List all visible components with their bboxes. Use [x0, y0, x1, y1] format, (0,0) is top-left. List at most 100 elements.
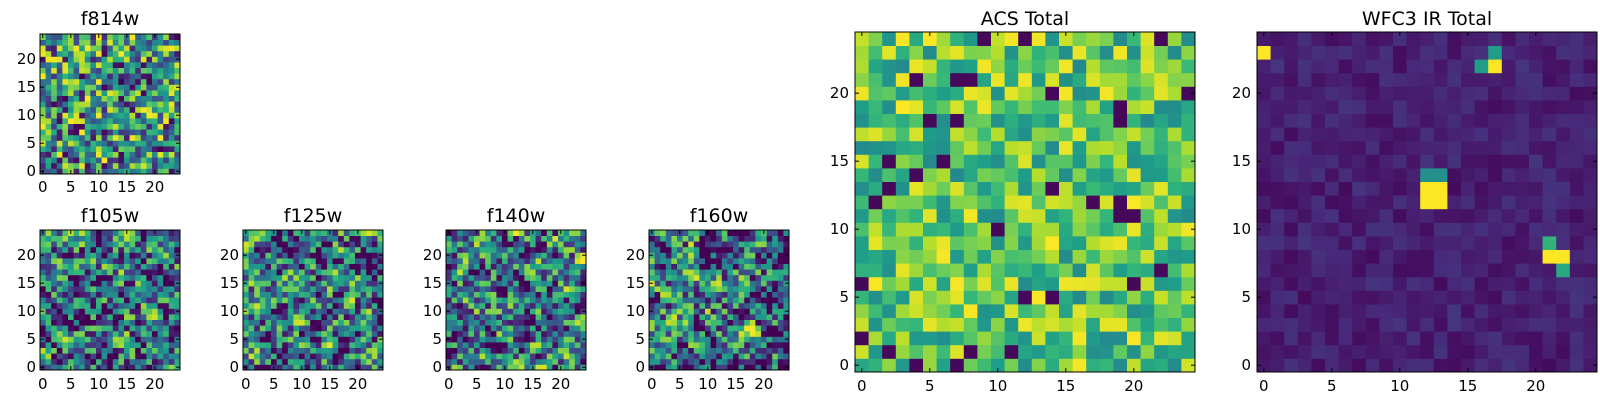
heatmap-cell: [777, 235, 784, 242]
heatmap-cell: [45, 157, 52, 164]
heatmap-cell: [293, 291, 300, 298]
heatmap-cell: [1365, 100, 1380, 114]
heatmap-cell: [51, 252, 58, 259]
heatmap-cell: [1311, 113, 1326, 128]
heatmap-cell: [152, 134, 158, 141]
heatmap-cell: [56, 353, 63, 360]
heatmap-cell: [462, 358, 469, 365]
heatmap-cell: [327, 269, 333, 276]
heatmap-cell: [721, 280, 728, 287]
heatmap-cell: [733, 269, 739, 276]
heatmap-cell: [118, 62, 125, 68]
heatmap-cell: [716, 319, 723, 326]
heatmap-cell: [254, 330, 261, 337]
heatmap-cell: [146, 112, 153, 119]
heatmap-cell: [677, 235, 683, 242]
heatmap-cell: [1406, 72, 1421, 87]
heatmap-cell: [772, 330, 779, 337]
heatmap-cell: [1488, 32, 1503, 46]
heatmap-cell: [51, 358, 58, 365]
heatmap-cell: [552, 280, 559, 287]
heatmap-cell: [502, 330, 508, 337]
heatmap-cell: [168, 90, 175, 96]
heatmap-cell: [507, 274, 514, 281]
heatmap-cell: [112, 342, 119, 348]
heatmap-cell: [51, 308, 58, 315]
heatmap-cell: [738, 347, 745, 354]
heatmap-cell: [1583, 100, 1598, 114]
heatmap-cell: [755, 269, 762, 276]
heatmap-cell: [310, 269, 317, 276]
heatmap-cell: [371, 274, 378, 281]
heatmap-cell: [558, 325, 564, 332]
heatmap-cell: [56, 364, 63, 371]
heatmap-cell: [744, 280, 751, 287]
heatmap-cell: [243, 246, 249, 253]
heatmap-cell: [1031, 304, 1046, 318]
heatmap-cell: [1181, 195, 1196, 210]
heatmap-cell: [546, 336, 553, 343]
heatmap-cell: [84, 358, 91, 365]
heatmap-cell: [152, 157, 158, 164]
heatmap-cell: [163, 258, 170, 264]
heatmap-cell: [40, 151, 46, 158]
heatmap-cell: [688, 252, 695, 259]
heatmap-cell: [1433, 236, 1448, 250]
heatmap-cell: [490, 347, 497, 354]
heatmap-cell: [490, 319, 497, 326]
heatmap-cell: [163, 269, 170, 276]
heatmap-cell: [1338, 276, 1353, 291]
heatmap-cell: [1270, 195, 1285, 210]
heatmap-cell: [868, 276, 883, 291]
heatmap-cell: [1556, 100, 1571, 114]
y-tick-label: 15: [626, 274, 645, 292]
heatmap-cell: [79, 258, 86, 264]
heatmap-cell: [1515, 276, 1530, 291]
heatmap-cell: [79, 162, 86, 169]
y-tick-label: 20: [17, 246, 36, 264]
heatmap-cell: [1154, 195, 1169, 210]
heatmap-cell: [1004, 290, 1019, 305]
heatmap-cell: [338, 353, 345, 360]
heatmap-cell: [895, 317, 910, 332]
heatmap-cell: [135, 263, 142, 270]
heatmap-cell: [721, 246, 728, 253]
heatmap-cell: [677, 297, 683, 304]
heatmap-cell: [73, 302, 80, 309]
heatmap-cell: [174, 67, 181, 74]
heatmap-cell: [895, 140, 910, 155]
heatmap-cell: [563, 330, 570, 337]
heatmap-cell: [977, 100, 992, 114]
heatmap-cell: [243, 347, 249, 354]
heatmap-cell: [671, 364, 678, 371]
heatmap-cell: [56, 286, 63, 292]
heatmap-cell: [855, 195, 869, 210]
heatmap-cell: [135, 342, 142, 348]
heatmap-cell: [530, 330, 536, 337]
heatmap-cell: [777, 358, 784, 365]
heatmap-cell: [271, 246, 277, 253]
heatmap-cell: [474, 308, 480, 315]
heatmap-cell: [56, 112, 63, 119]
heatmap-cell: [1515, 86, 1530, 101]
heatmap-cell: [332, 252, 339, 259]
heatmap-cell: [157, 308, 164, 315]
heatmap-cell: [552, 364, 559, 371]
heatmap-cell: [580, 297, 587, 304]
heatmap-cell: [101, 90, 108, 96]
heatmap-cell: [468, 235, 475, 242]
heatmap-cell: [248, 269, 255, 276]
heatmap-cell: [682, 246, 689, 253]
heatmap-cell: [315, 330, 322, 337]
heatmap-cell: [371, 302, 378, 309]
heatmap-cell: [68, 56, 74, 63]
heatmap-cell: [755, 263, 762, 270]
heatmap-cell: [101, 246, 108, 253]
heatmap-cell: [777, 291, 784, 298]
heatmap-cell: [90, 330, 97, 337]
heatmap-cell: [174, 90, 181, 96]
heatmap-cell: [1420, 222, 1435, 237]
heatmap-cell: [1542, 195, 1557, 210]
heatmap-cell: [1127, 317, 1141, 332]
